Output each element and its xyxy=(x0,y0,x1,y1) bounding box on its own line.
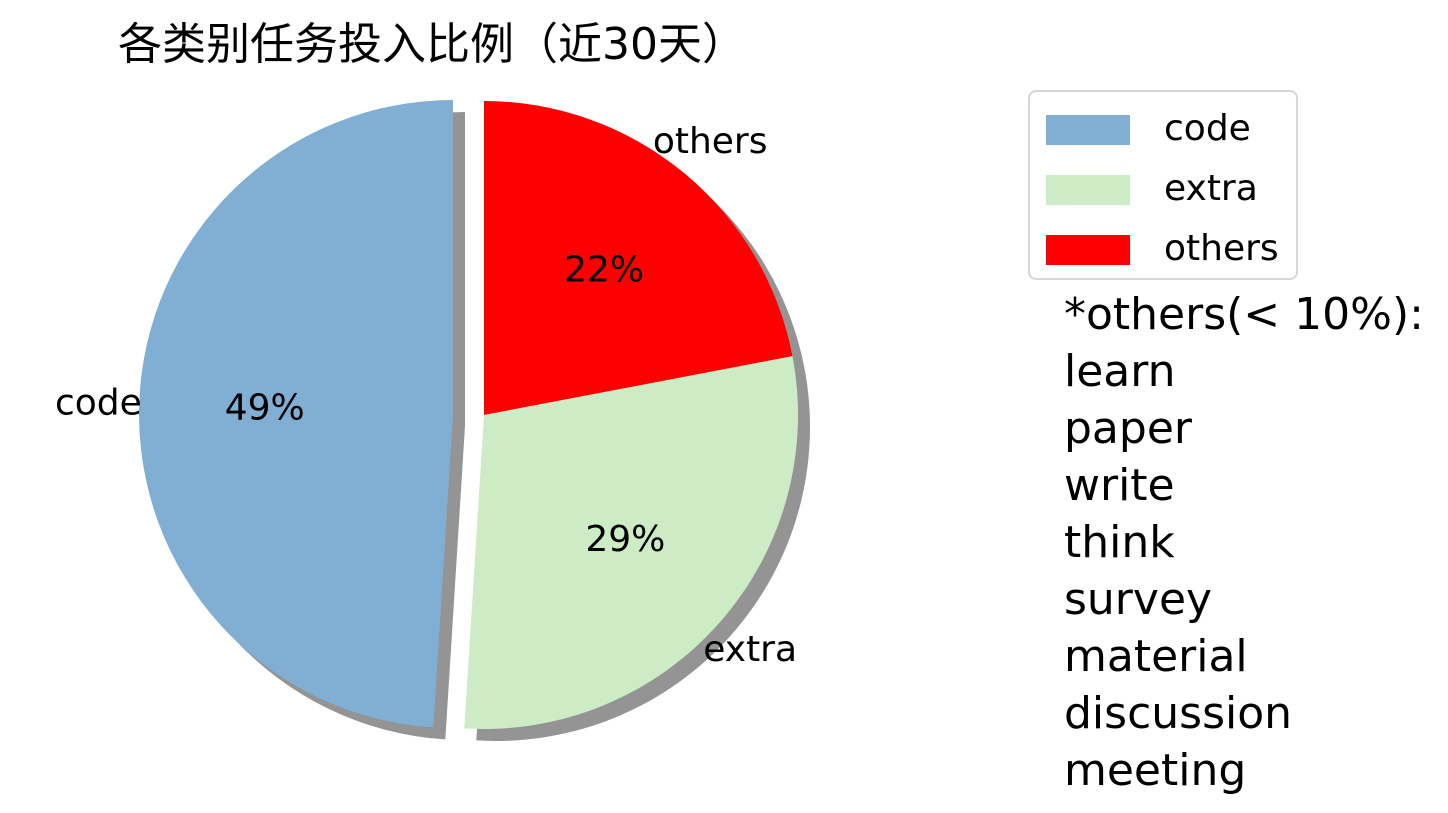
pie-slice-extra xyxy=(464,356,798,729)
legend-label-others: others xyxy=(1164,228,1279,269)
others-note-item: learn xyxy=(1064,346,1176,397)
pie-slice-code xyxy=(139,100,454,728)
slice-label-extra: extra xyxy=(703,629,797,670)
slice-label-others: others xyxy=(653,121,768,162)
others-note-item: write xyxy=(1064,460,1175,511)
pct-label-extra: 29% xyxy=(585,519,665,560)
others-note-item: survey xyxy=(1064,574,1213,625)
legend-swatch-others xyxy=(1046,235,1130,265)
legend: code extra others xyxy=(1028,90,1298,280)
legend-label-code: code xyxy=(1164,108,1251,149)
pct-label-code: 49% xyxy=(225,388,305,429)
others-note-item: think xyxy=(1064,517,1175,568)
others-note-heading: *others(< 10%): xyxy=(1064,289,1424,340)
pie-slice-others xyxy=(484,101,793,415)
legend-swatch-code xyxy=(1046,115,1130,145)
pie-labels: 22% others 29% extra 49% code xyxy=(55,121,797,670)
others-note-item: discussion xyxy=(1064,688,1293,739)
others-note-item: meeting xyxy=(1064,745,1247,796)
pct-label-others: 22% xyxy=(564,249,644,290)
others-note-item: material xyxy=(1064,631,1248,682)
pie-chart: 22% others 29% extra 49% code xyxy=(55,100,810,741)
others-note: *others(< 10%): learn paper write think … xyxy=(1064,286,1424,799)
legend-swatch-extra xyxy=(1046,175,1130,205)
legend-label-extra: extra xyxy=(1164,168,1258,209)
others-note-item: paper xyxy=(1064,403,1192,454)
slice-label-code: code xyxy=(55,382,142,423)
pie-slices xyxy=(139,100,798,729)
chart-title: 各类别任务投入比例（近30天） xyxy=(118,19,746,70)
